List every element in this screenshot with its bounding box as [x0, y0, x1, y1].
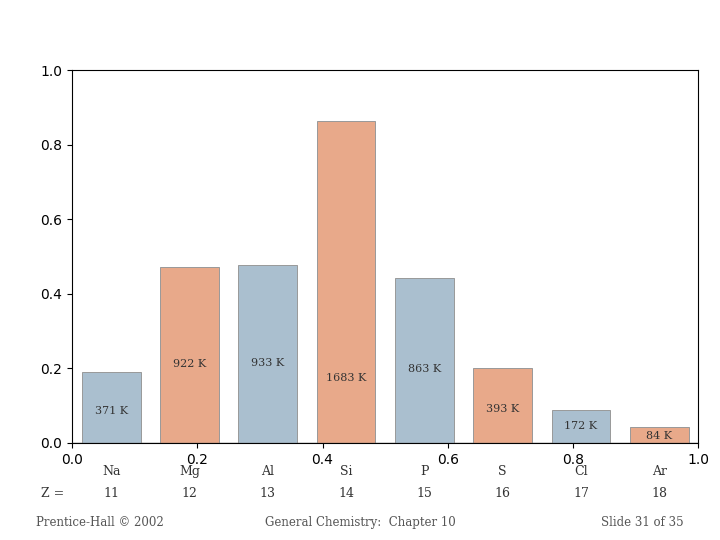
Text: Al: Al: [261, 465, 274, 478]
Text: P: P: [420, 465, 428, 478]
Text: 15: 15: [416, 487, 432, 500]
Text: 393 K: 393 K: [486, 404, 519, 414]
Text: 84 K: 84 K: [646, 430, 672, 441]
Text: S: S: [498, 465, 507, 478]
Text: 14: 14: [338, 487, 354, 500]
Text: 12: 12: [181, 487, 197, 500]
Text: Mg: Mg: [179, 465, 200, 478]
Text: Cl: Cl: [574, 465, 588, 478]
Text: Na: Na: [102, 465, 120, 478]
Text: Ar: Ar: [652, 465, 667, 478]
Text: 11: 11: [103, 487, 119, 500]
Text: Slide 31 of 35: Slide 31 of 35: [601, 516, 684, 529]
Bar: [317, 121, 375, 443]
Text: 172 K: 172 K: [564, 421, 598, 431]
Text: 933 K: 933 K: [251, 357, 284, 368]
Bar: [82, 372, 140, 443]
Text: Si: Si: [340, 465, 352, 478]
Text: 17: 17: [573, 487, 589, 500]
Bar: [630, 427, 688, 443]
Text: 863 K: 863 K: [408, 363, 441, 374]
Text: 16: 16: [495, 487, 510, 500]
Text: 13: 13: [260, 487, 276, 500]
Bar: [473, 368, 532, 443]
Text: Z =: Z =: [41, 487, 64, 500]
Bar: [395, 278, 454, 443]
Bar: [238, 265, 297, 443]
Text: 922 K: 922 K: [173, 359, 206, 368]
Text: General Chemistry:  Chapter 10: General Chemistry: Chapter 10: [265, 516, 455, 529]
Text: Melting Points of Elements: Melting Points of Elements: [150, 19, 570, 51]
Text: 18: 18: [652, 487, 667, 500]
Bar: [552, 410, 611, 443]
Text: 371 K: 371 K: [94, 406, 127, 416]
Text: 1683 K: 1683 K: [326, 374, 366, 383]
Bar: [160, 267, 219, 443]
Text: Prentice-Hall © 2002: Prentice-Hall © 2002: [36, 516, 163, 529]
